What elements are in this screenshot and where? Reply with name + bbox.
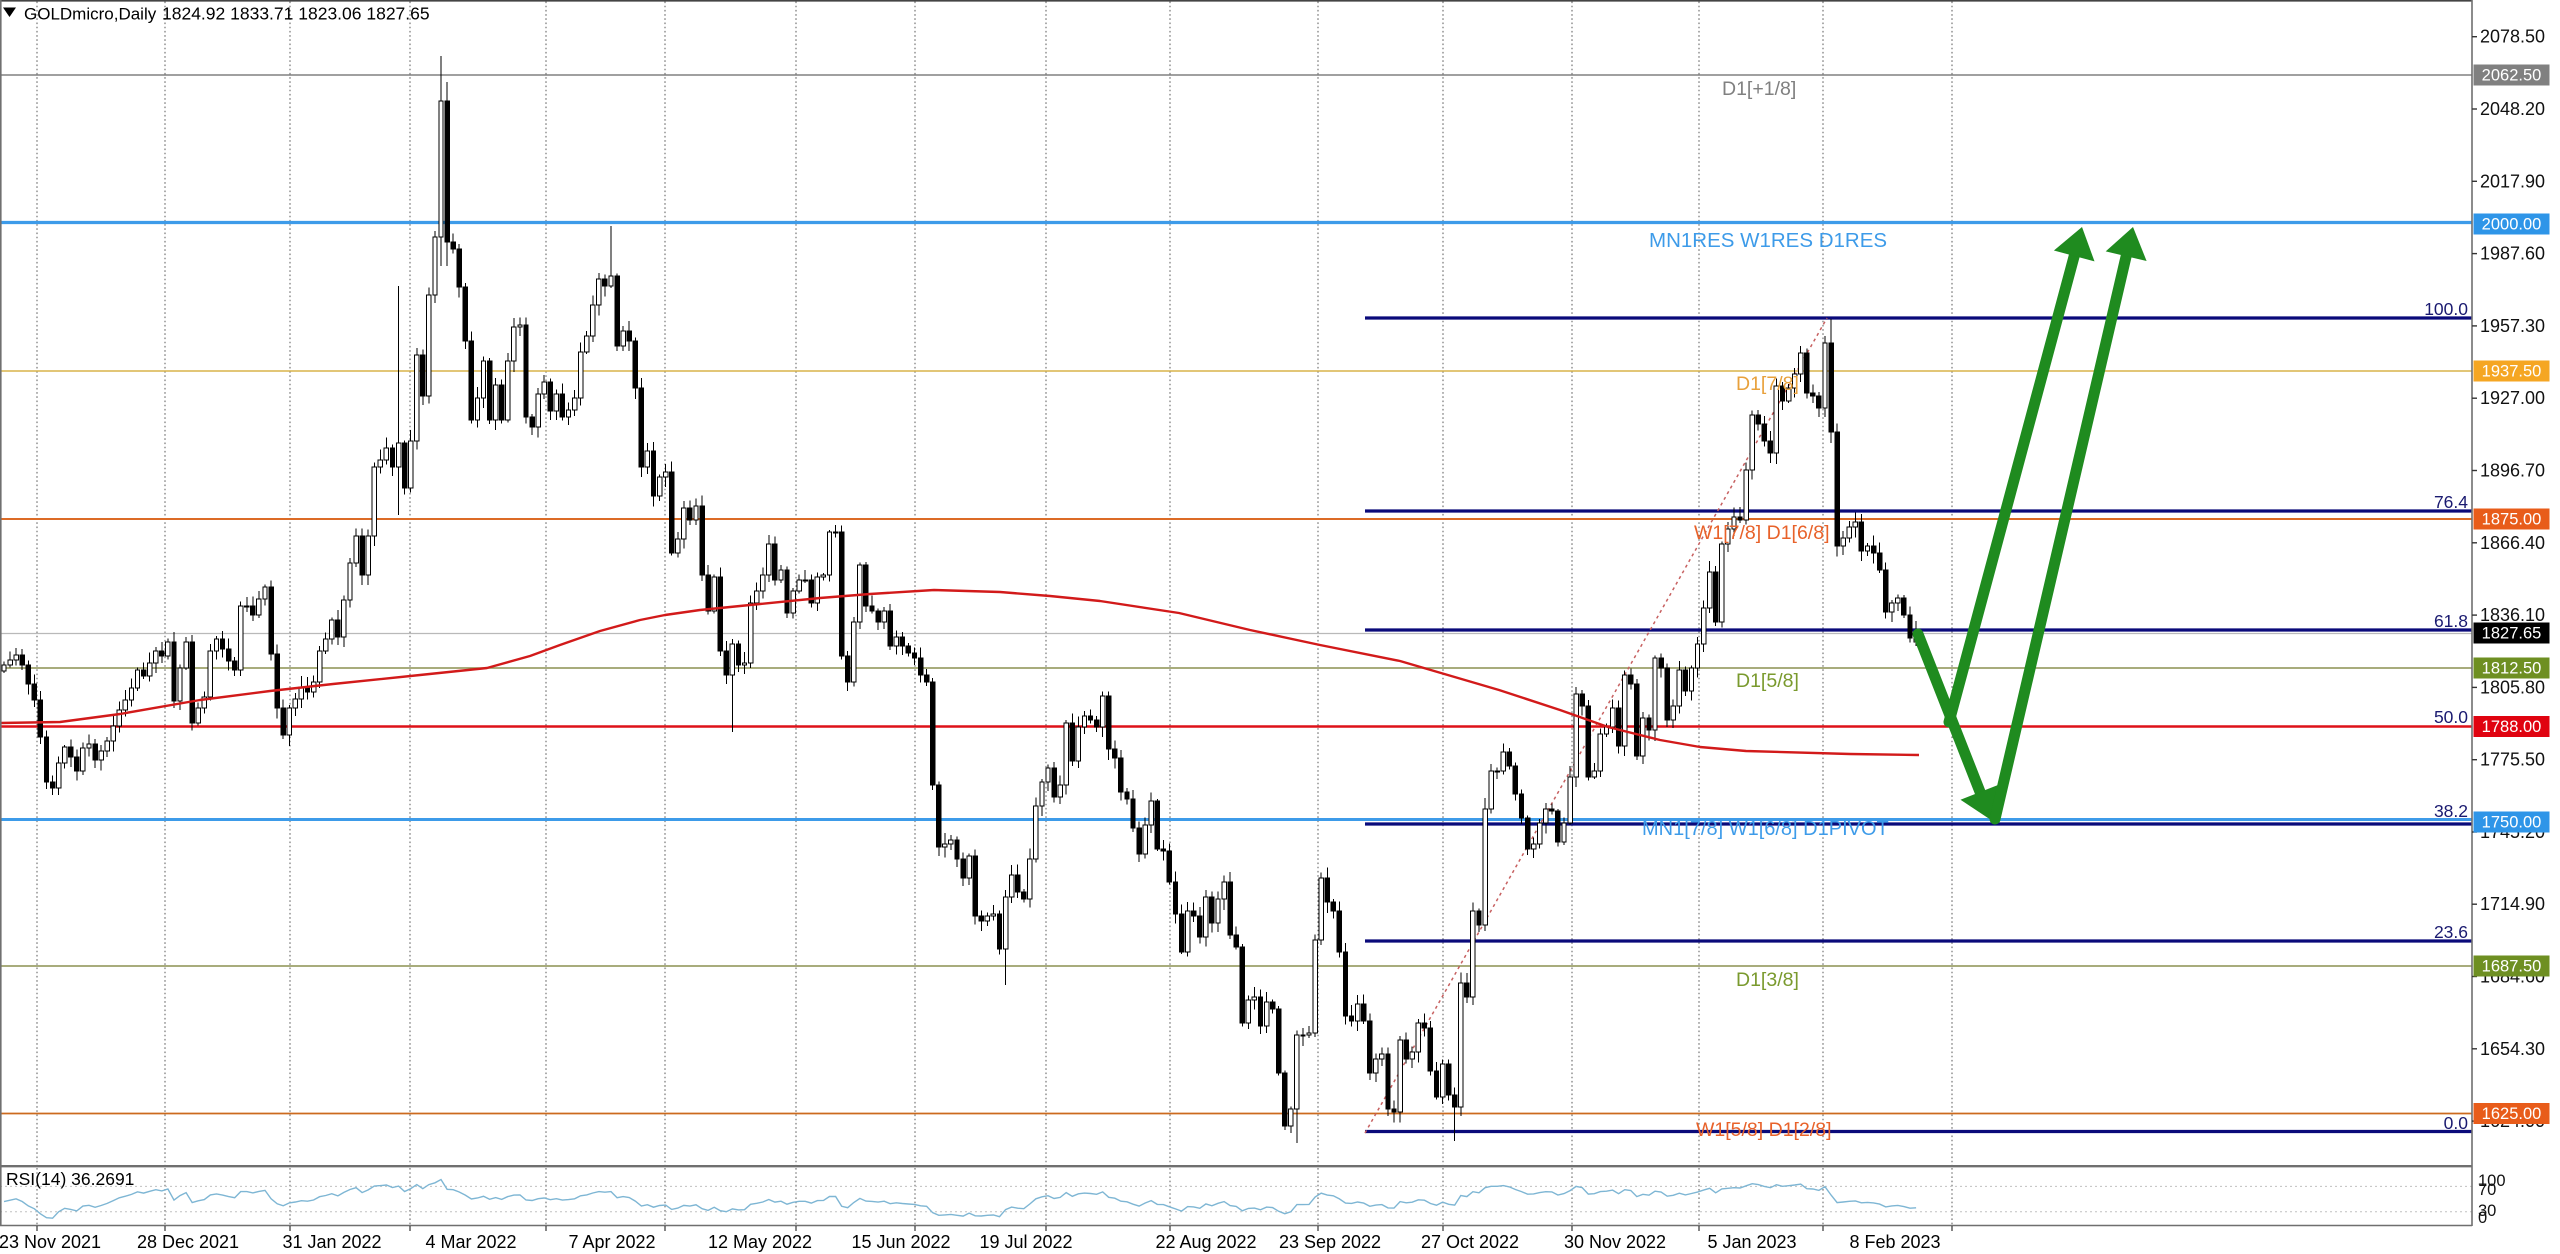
- svg-text:D1[5/8]: D1[5/8]: [1736, 670, 1799, 692]
- svg-text:22 Aug 2022: 22 Aug 2022: [1155, 1232, 1256, 1252]
- svg-text:1937.50: 1937.50: [2482, 363, 2542, 381]
- svg-text:15 Jun 2022: 15 Jun 2022: [851, 1232, 950, 1252]
- svg-text:D1[7/8]: D1[7/8]: [1736, 373, 1799, 395]
- svg-text:MN1RES W1RES D1RES: MN1RES W1RES D1RES: [1649, 229, 1887, 252]
- svg-text:1788.00: 1788.00: [2482, 718, 2542, 736]
- svg-text:31 Jan 2022: 31 Jan 2022: [282, 1232, 381, 1252]
- svg-text:W1[7/8] D1[6/8]: W1[7/8] D1[6/8]: [1694, 522, 1829, 544]
- svg-text:RSI(14) 36.2691: RSI(14) 36.2691: [6, 1169, 134, 1189]
- svg-text:GOLDmicro,Daily: GOLDmicro,Daily: [24, 5, 157, 24]
- svg-text:1714.90: 1714.90: [2480, 894, 2545, 914]
- svg-text:30 Nov 2022: 30 Nov 2022: [1564, 1232, 1666, 1252]
- svg-text:2078.50: 2078.50: [2480, 27, 2545, 47]
- svg-text:1836.10: 1836.10: [2480, 605, 2545, 625]
- svg-text:28 Dec 2021: 28 Dec 2021: [137, 1232, 239, 1252]
- svg-text:1775.50: 1775.50: [2480, 750, 2545, 770]
- svg-text:2062.50: 2062.50: [2482, 67, 2542, 85]
- svg-text:100.0: 100.0: [2424, 299, 2468, 319]
- svg-text:38.2: 38.2: [2434, 801, 2468, 821]
- svg-text:1896.70: 1896.70: [2480, 461, 2545, 481]
- svg-text:5 Jan 2023: 5 Jan 2023: [1707, 1232, 1796, 1252]
- svg-text:76.4: 76.4: [2434, 492, 2468, 512]
- svg-text:50.0: 50.0: [2434, 707, 2468, 727]
- svg-text:2048.20: 2048.20: [2480, 99, 2545, 119]
- svg-text:1957.30: 1957.30: [2480, 316, 2545, 336]
- svg-text:1987.60: 1987.60: [2480, 244, 2545, 264]
- svg-text:4 Mar 2022: 4 Mar 2022: [425, 1232, 516, 1252]
- svg-text:19 Jul 2022: 19 Jul 2022: [979, 1232, 1072, 1252]
- svg-text:MN1[7/8] W1[6/8] D1PIVOT: MN1[7/8] W1[6/8] D1PIVOT: [1642, 818, 1889, 840]
- svg-text:0.0: 0.0: [2444, 1113, 2469, 1133]
- svg-text:61.8: 61.8: [2434, 611, 2468, 631]
- svg-text:23 Sep 2022: 23 Sep 2022: [1279, 1232, 1381, 1252]
- svg-text:30: 30: [2478, 1202, 2496, 1220]
- svg-text:1625.00: 1625.00: [2482, 1105, 2542, 1123]
- svg-text:1824.92 1833.71 1823.06 1827.6: 1824.92 1833.71 1823.06 1827.65: [162, 4, 430, 24]
- svg-text:70: 70: [2478, 1181, 2496, 1199]
- svg-text:23 Nov 2021: 23 Nov 2021: [0, 1232, 101, 1252]
- svg-text:1812.50: 1812.50: [2482, 660, 2542, 678]
- svg-text:W1[5/8] D1[2/8]: W1[5/8] D1[2/8]: [1696, 1119, 1831, 1141]
- svg-text:7 Apr 2022: 7 Apr 2022: [568, 1232, 655, 1252]
- svg-text:D1[+1/8]: D1[+1/8]: [1722, 78, 1796, 100]
- svg-text:1875.00: 1875.00: [2482, 511, 2542, 529]
- svg-text:1654.30: 1654.30: [2480, 1039, 2545, 1059]
- svg-text:D1[3/8]: D1[3/8]: [1736, 969, 1799, 991]
- svg-text:1866.40: 1866.40: [2480, 533, 2545, 553]
- svg-text:27 Oct 2022: 27 Oct 2022: [1421, 1232, 1519, 1252]
- svg-text:100: 100: [2478, 1172, 2506, 1190]
- svg-text:2000.00: 2000.00: [2482, 216, 2542, 234]
- svg-text:1805.80: 1805.80: [2480, 677, 2545, 697]
- svg-text:0: 0: [2478, 1209, 2487, 1227]
- svg-text:8 Feb 2023: 8 Feb 2023: [1849, 1232, 1940, 1252]
- svg-text:12 May 2022: 12 May 2022: [708, 1232, 812, 1252]
- svg-text:1827.65: 1827.65: [2482, 625, 2542, 643]
- svg-text:1750.00: 1750.00: [2482, 814, 2542, 832]
- svg-text:1687.50: 1687.50: [2482, 958, 2542, 976]
- svg-text:1927.00: 1927.00: [2480, 388, 2545, 408]
- svg-text:2017.90: 2017.90: [2480, 171, 2545, 191]
- svg-text:23.6: 23.6: [2434, 922, 2468, 942]
